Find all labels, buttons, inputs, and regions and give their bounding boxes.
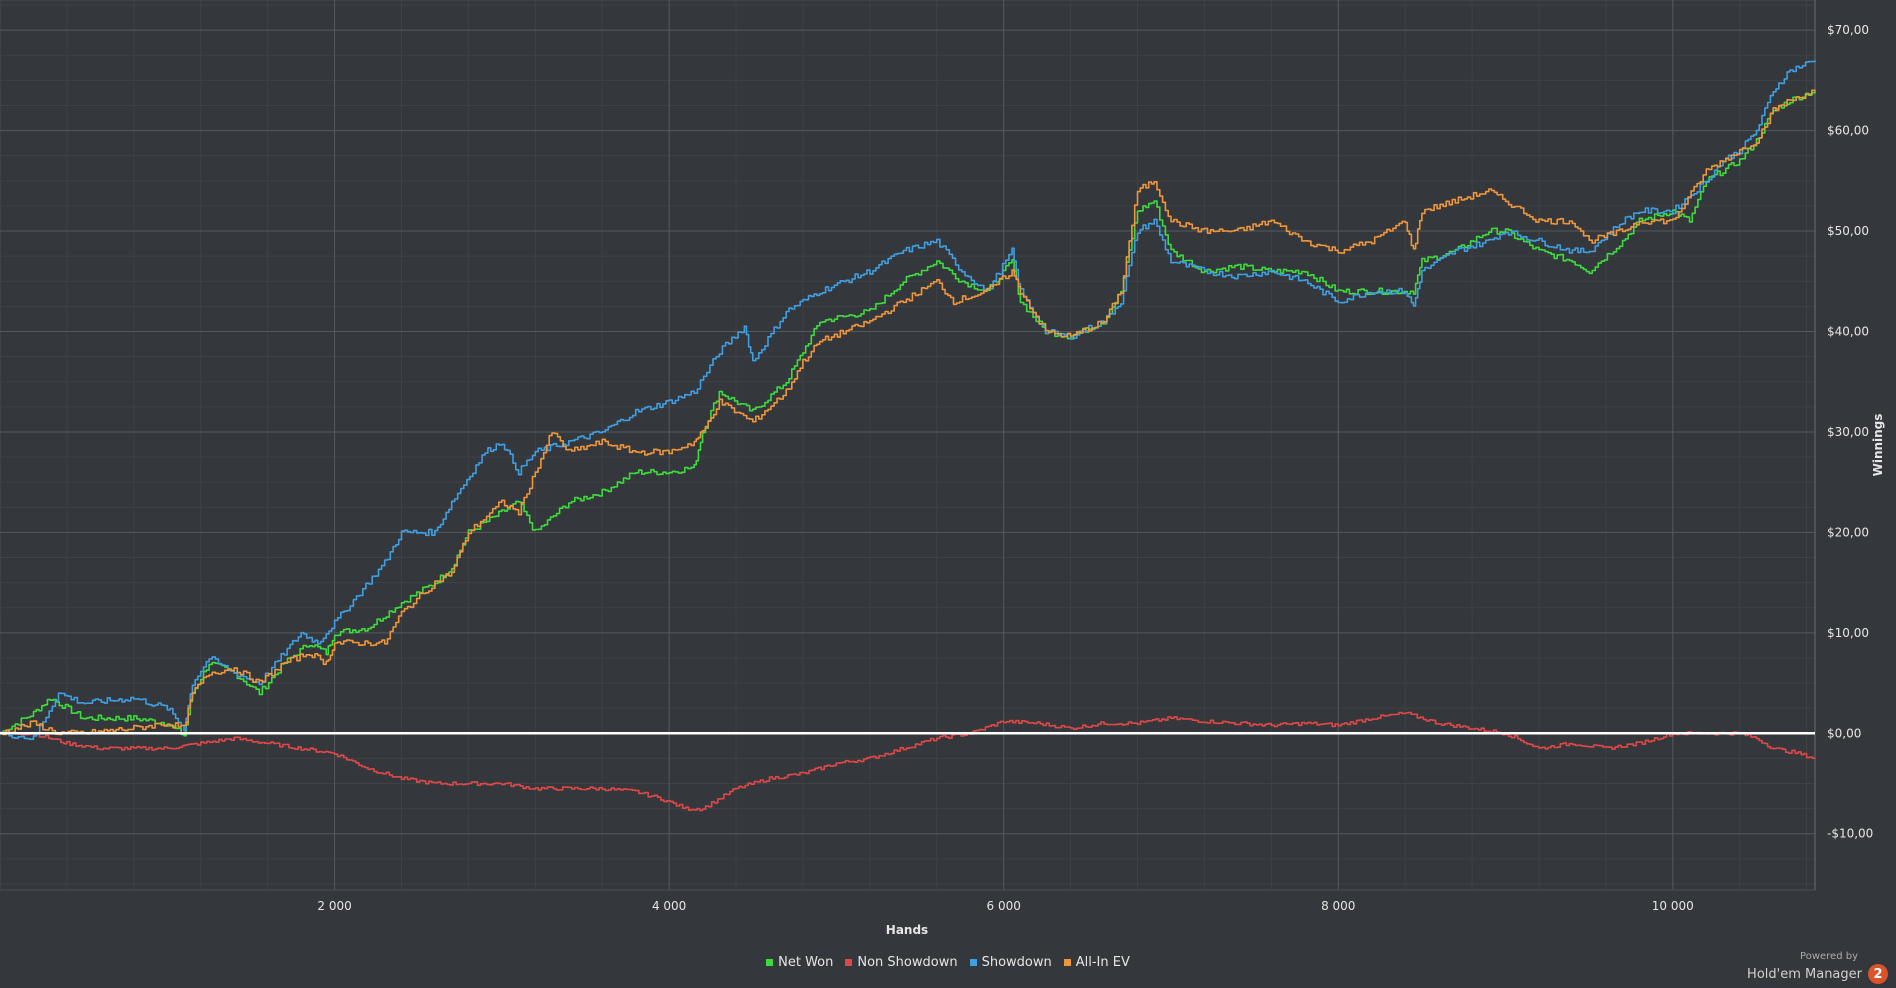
y-tick-label: $70,00: [1827, 23, 1869, 37]
y-tick-label: $0,00: [1827, 726, 1861, 740]
y-tick-label: $50,00: [1827, 224, 1869, 238]
y-tick-label: $10,00: [1827, 626, 1869, 640]
legend-swatch: [969, 959, 977, 966]
holdem-manager-logo-icon: 2: [1868, 964, 1888, 984]
legend-label: Non Showdown: [857, 955, 958, 970]
legend-label: Showdown: [981, 955, 1052, 970]
y-axis-label: Winnings: [1871, 414, 1885, 477]
powered-by-text: Powered by: [1800, 951, 1858, 962]
x-axis-ticks: 2 000 4 000 6 000 8 000 10 000: [317, 899, 1693, 913]
x-tick-label: 10 000: [1652, 899, 1694, 913]
legend-item-all-in-ev[interactable]: All-In EV: [1063, 955, 1130, 970]
legend: Net Won Non Showdown Showdown All-In EV: [0, 955, 1896, 970]
series-line-net-won: [0, 90, 1816, 737]
y-tick-label: $60,00: [1827, 124, 1869, 138]
y-tick-label: $30,00: [1827, 425, 1869, 439]
grid: [0, 0, 1816, 891]
plot-area: [0, 0, 1816, 891]
x-axis-label: Hands: [886, 923, 928, 937]
series-line-showdown: [0, 60, 1816, 741]
legend-swatch: [1063, 959, 1071, 966]
y-axis-ticks: -$10,00 $0,00 $10,00 $20,00 $30,00 $40,00 $50,…: [1827, 23, 1873, 841]
x-tick-label: 2 000: [317, 899, 351, 913]
legend-item-non-showdown[interactable]: Non Showdown: [845, 955, 958, 970]
y-tick-label: $20,00: [1827, 525, 1869, 539]
legend-label: Net Won: [778, 955, 834, 970]
legend-label: All-In EV: [1075, 955, 1130, 970]
legend-swatch: [845, 959, 853, 966]
product-name: Hold'em Manager: [1747, 966, 1862, 982]
x-tick-label: 6 000: [987, 899, 1021, 913]
y-tick-label: -$10,00: [1827, 827, 1873, 841]
branding: Powered by Hold'em Manager 2: [1747, 952, 1888, 984]
y-tick-label: $40,00: [1827, 324, 1869, 338]
x-tick-label: 4 000: [652, 899, 686, 913]
legend-item-net-won[interactable]: Net Won: [766, 955, 833, 970]
series-line-all-in-ev: [0, 89, 1816, 736]
legend-item-showdown[interactable]: Showdown: [969, 955, 1052, 970]
series-lines: [0, 60, 1816, 812]
legend-swatch: [766, 959, 774, 966]
x-tick-label: 8 000: [1321, 899, 1355, 913]
series-line-non-showdown: [0, 711, 1816, 812]
